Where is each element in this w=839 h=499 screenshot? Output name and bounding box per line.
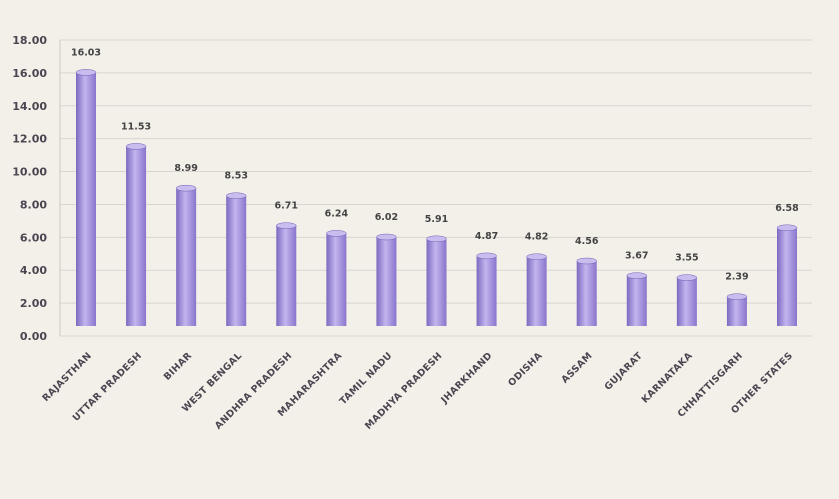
y-tick-label: 8.00 <box>20 198 47 211</box>
bar <box>526 256 547 326</box>
bar-cap <box>225 192 247 199</box>
data-label: 4.87 <box>475 231 498 242</box>
bar-cap <box>175 184 197 192</box>
bar <box>777 227 797 326</box>
bar-cap <box>276 222 297 229</box>
data-labels: 16.03 11.53 8.99 8.53 6.71 6.24 6.02 5.91 4.87 4.… <box>71 47 799 282</box>
bar-cap <box>476 252 497 260</box>
bar <box>226 195 247 326</box>
bar-cap <box>576 257 597 265</box>
bar <box>476 255 497 326</box>
y-tick-label: 12.00 <box>12 133 47 146</box>
x-tick-label: BIHAR <box>162 350 195 383</box>
bar <box>576 261 597 326</box>
bar <box>76 72 96 326</box>
bar <box>426 238 447 326</box>
data-label: 2.39 <box>725 272 748 283</box>
x-tick-label: ASSAM <box>560 350 595 385</box>
data-label: 3.67 <box>625 251 648 262</box>
x-tick-label: KARNATAKA <box>640 350 695 405</box>
y-tick-label: 10.00 <box>12 166 47 179</box>
bar-cap <box>676 274 698 281</box>
data-label: 5.91 <box>425 214 448 225</box>
y-tick-label: 18.00 <box>12 34 47 47</box>
x-tick-label: ODISHA <box>506 350 545 389</box>
data-label: 6.58 <box>775 203 799 214</box>
bar <box>276 225 297 326</box>
y-tick-label: 0.00 <box>20 330 47 343</box>
bar <box>726 296 747 326</box>
bar-cap <box>726 293 748 300</box>
bar <box>176 188 197 326</box>
bar-cap <box>526 253 547 260</box>
x-tick-label: RAJASTHAN <box>40 350 94 404</box>
bar-cap <box>125 143 147 150</box>
bar <box>376 237 397 326</box>
x-tick-label: TAMIL NADU <box>338 350 395 407</box>
data-label: 4.82 <box>525 232 548 243</box>
y-axis-ticks: 0.00 2.00 4.00 6.00 8.00 10.00 12.00 14.00 16.00… <box>12 34 47 343</box>
bar-cap <box>326 230 347 237</box>
data-label: 8.53 <box>224 171 247 182</box>
data-label: 4.56 <box>575 236 599 247</box>
bar-cap <box>426 235 447 243</box>
bar-cap <box>75 69 97 76</box>
x-tick-label: GUJARAT <box>603 350 646 393</box>
bars <box>75 69 798 326</box>
y-tick-label: 16.00 <box>12 67 47 80</box>
bar-cap <box>626 272 648 279</box>
bar <box>626 275 647 326</box>
data-label: 8.99 <box>174 163 197 174</box>
data-label: 6.24 <box>325 208 349 219</box>
data-label: 6.71 <box>275 201 298 212</box>
data-label: 11.53 <box>121 121 151 132</box>
bar <box>676 277 697 326</box>
y-tick-label: 4.00 <box>20 264 47 277</box>
x-tick-label: JHARKHAND <box>439 350 495 406</box>
y-tick-label: 6.00 <box>20 231 47 244</box>
bar <box>126 146 147 326</box>
y-tick-label: 2.00 <box>20 297 47 310</box>
data-label: 6.02 <box>375 212 398 223</box>
data-label: 3.55 <box>675 253 698 264</box>
bar-cap <box>776 224 798 232</box>
bar <box>326 233 347 326</box>
y-tick-label: 14.00 <box>12 100 47 113</box>
bar-cap <box>376 233 397 241</box>
data-label: 16.03 <box>71 47 101 58</box>
